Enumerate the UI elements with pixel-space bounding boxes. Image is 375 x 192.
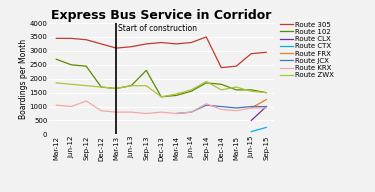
Route KRX	[114, 111, 118, 113]
Route JCX	[219, 105, 224, 108]
Route KRX	[54, 104, 58, 106]
Route 305	[159, 41, 164, 44]
Route KRX	[249, 107, 254, 109]
Route 305	[174, 43, 178, 45]
Route ZWX	[99, 86, 104, 88]
Route 102	[189, 90, 194, 92]
Route ZWX	[159, 96, 164, 98]
Route JCX	[234, 107, 238, 109]
Route KRX	[189, 111, 194, 113]
Route KRX	[219, 108, 224, 111]
Route 305	[129, 46, 134, 48]
Route ZWX	[114, 87, 118, 90]
Line: Route CLX: Route CLX	[251, 107, 266, 121]
Route 102	[174, 94, 178, 97]
Route KRX	[264, 107, 268, 109]
Route 102	[54, 58, 58, 60]
Route CLX	[249, 119, 254, 122]
Route 305	[114, 47, 118, 49]
Line: Route 102: Route 102	[56, 59, 266, 97]
Line: Route CTX: Route CTX	[251, 127, 266, 132]
Route JCX	[204, 104, 209, 106]
Line: Route KRX: Route KRX	[56, 101, 266, 113]
Route KRX	[144, 112, 148, 115]
Line: Route 305: Route 305	[56, 37, 266, 68]
Route ZWX	[249, 90, 254, 92]
Title: Express Bus Service in Corridor: Express Bus Service in Corridor	[51, 9, 272, 22]
Route KRX	[84, 100, 88, 102]
Route FRX	[249, 107, 254, 109]
Route ZWX	[204, 80, 209, 83]
Route ZWX	[84, 84, 88, 87]
Route 305	[189, 41, 194, 44]
Route 305	[264, 51, 268, 53]
Route ZWX	[189, 89, 194, 91]
Route 305	[69, 37, 74, 40]
Route ZWX	[54, 82, 58, 84]
Route 305	[99, 43, 104, 45]
Route 305	[234, 65, 238, 67]
Route 102	[204, 82, 209, 84]
Route KRX	[99, 110, 104, 112]
Route 102	[99, 86, 104, 88]
Route 102	[234, 89, 238, 91]
Text: Start of construction: Start of construction	[118, 24, 198, 33]
Route ZWX	[144, 84, 148, 87]
Route JCX	[249, 105, 254, 108]
Route 305	[204, 36, 209, 38]
Route KRX	[234, 110, 238, 112]
Route 102	[129, 84, 134, 87]
Route ZWX	[129, 84, 134, 87]
Route 102	[114, 87, 118, 90]
Route 102	[219, 83, 224, 85]
Route ZWX	[219, 89, 224, 91]
Route 102	[159, 96, 164, 98]
Route KRX	[69, 105, 74, 108]
Route JCX	[174, 112, 178, 115]
Route ZWX	[234, 86, 238, 88]
Route 102	[264, 92, 268, 94]
Y-axis label: Boardings per Month: Boardings per Month	[19, 39, 28, 119]
Route ZWX	[264, 92, 268, 94]
Route 305	[249, 53, 254, 55]
Route 102	[84, 65, 88, 67]
Route CLX	[264, 105, 268, 108]
Route 305	[219, 66, 224, 69]
Route JCX	[189, 111, 194, 113]
Route FRX	[264, 98, 268, 101]
Line: Route JCX: Route JCX	[176, 105, 266, 113]
Route KRX	[204, 103, 209, 105]
Route 102	[144, 69, 148, 72]
Route CTX	[249, 131, 254, 133]
Legend: Route 305, Route 102, Route CLX, Route CTX, Route FRX, Route JCX, Route KRX, Rou: Route 305, Route 102, Route CLX, Route C…	[279, 21, 334, 79]
Route JCX	[264, 105, 268, 108]
Route CTX	[264, 126, 268, 129]
Route ZWX	[69, 83, 74, 85]
Route 305	[84, 39, 88, 41]
Route ZWX	[174, 93, 178, 95]
Route KRX	[159, 111, 164, 113]
Line: Route FRX: Route FRX	[251, 100, 266, 108]
Route 305	[144, 43, 148, 45]
Route 305	[54, 37, 58, 40]
Line: Route ZWX: Route ZWX	[56, 82, 266, 97]
Route 102	[249, 89, 254, 91]
Route KRX	[174, 112, 178, 115]
Route 102	[69, 64, 74, 66]
Route KRX	[129, 111, 134, 113]
